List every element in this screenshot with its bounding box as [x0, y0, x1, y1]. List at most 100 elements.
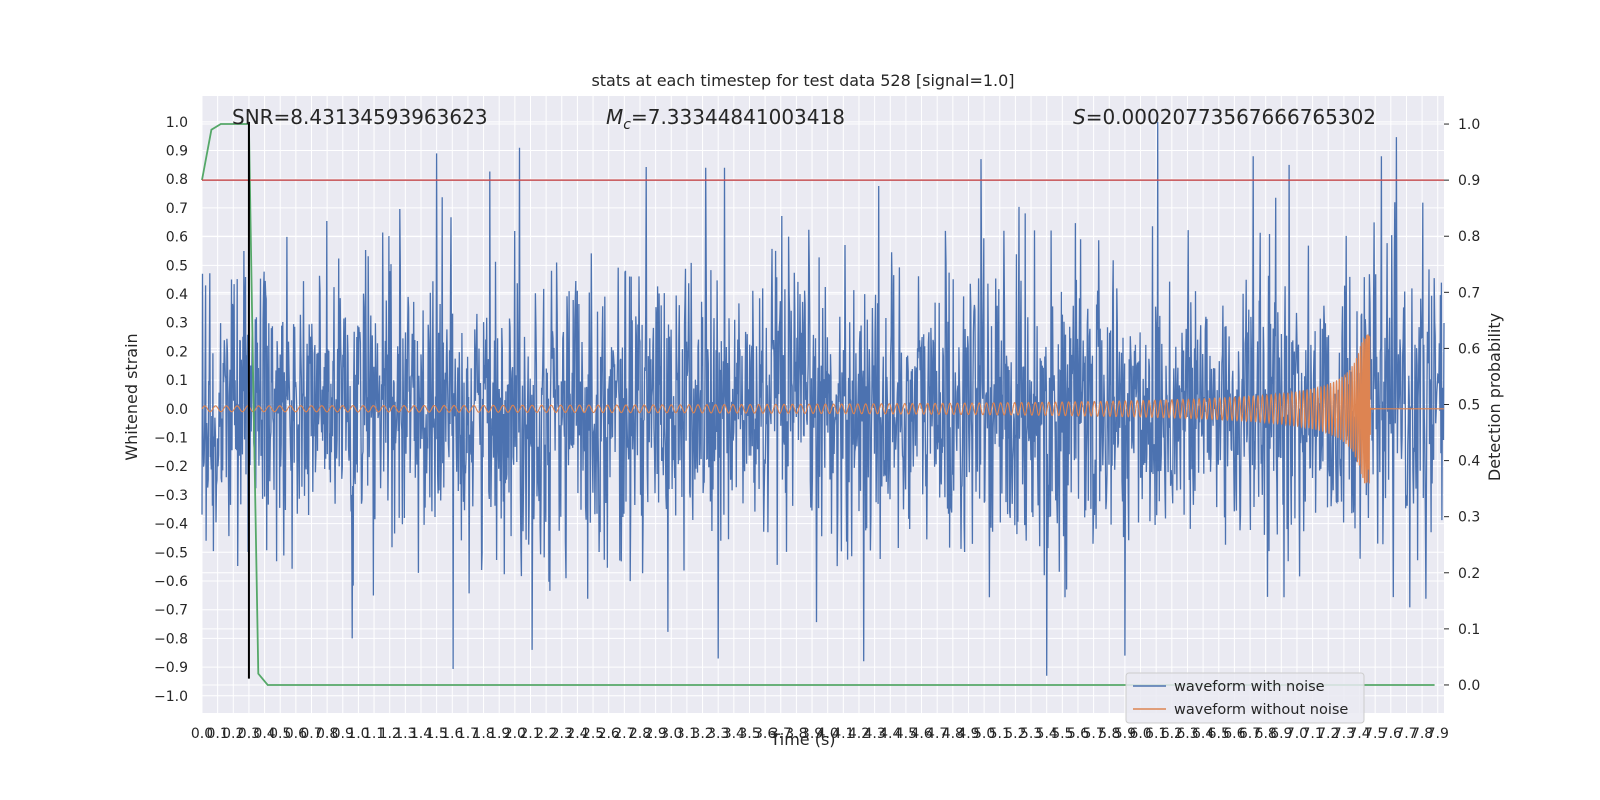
x-tick-label: 2.9 — [644, 726, 666, 742]
x-tick-label: 7.2 — [1317, 726, 1339, 742]
y-tick-label: 0.9 — [166, 144, 188, 160]
x-tick-label: 6.8 — [1255, 726, 1277, 742]
x-tick-label: 4.4 — [879, 726, 901, 742]
y-tick-label: 0.6 — [166, 230, 188, 246]
mc-subscript: c — [623, 117, 631, 133]
x-tick-label: 4.5 — [895, 726, 917, 742]
x-tick-label: 2.3 — [551, 726, 573, 742]
y-tick-label: −0.7 — [154, 603, 188, 619]
series-waveform-without-noise — [201, 334, 1444, 484]
legend-label-clean: waveform without noise — [1174, 702, 1348, 718]
y-axis-ticks: 1.0 0.9 0.8 0.7 0.6 0.5 0.4 0.3 0.2 0.1 0.0 −0.1 −0.… — [154, 115, 188, 705]
x-tick-label: 3.9 — [801, 726, 823, 742]
x-tick-label: 6.6 — [1223, 726, 1245, 742]
y2-tick-label: 1.0 — [1458, 117, 1480, 133]
y-tick-label: 0.5 — [166, 258, 188, 274]
x-tick-label: 0.5 — [269, 726, 291, 742]
x-tick-label: 0.9 — [332, 726, 354, 742]
y-tick-label: 0.0 — [166, 402, 188, 418]
x-tick-label: 5.2 — [1004, 726, 1026, 742]
x-tick-label: 7.0 — [1286, 726, 1308, 742]
x-tick-label: 4.3 — [863, 726, 885, 742]
x-tick-label: 2.6 — [598, 726, 620, 742]
chart-title: stats at each timestep for test data 528… — [591, 71, 1014, 90]
x-tick-label: 2.7 — [613, 726, 635, 742]
x-axis-ticks: 0.00.10.20.30.40.50.60.70.80.91.01.11.21… — [191, 726, 1449, 742]
y-tick-label: −0.1 — [154, 431, 188, 447]
y-tick-label: −0.2 — [154, 459, 188, 475]
x-tick-label: 0.3 — [238, 726, 260, 742]
x-tick-label: 6.0 — [1129, 726, 1151, 742]
x-tick-label: 3.2 — [691, 726, 713, 742]
s-annotation: S=0.00020773567666765302 — [1073, 105, 1376, 129]
x-tick-label: 5.6 — [1067, 726, 1089, 742]
x-tick-label: 7.5 — [1364, 726, 1386, 742]
x-tick-label: 3.4 — [723, 726, 745, 742]
snr-annotation: SNR=8.43134593963623 — [232, 105, 488, 129]
x-tick-label: 5.8 — [1098, 726, 1120, 742]
y2-tick-label: 0.8 — [1458, 229, 1480, 245]
x-tick-label: 5.1 — [989, 726, 1011, 742]
x-tick-label: 5.3 — [1020, 726, 1042, 742]
x-tick-label: 1.7 — [457, 726, 479, 742]
x-tick-label: 4.0 — [817, 726, 839, 742]
s-symbol: S — [1073, 105, 1086, 129]
x-tick-label: 3.0 — [660, 726, 682, 742]
x-tick-label: 0.6 — [285, 726, 307, 742]
y-tick-label: 0.4 — [166, 287, 188, 303]
y-axis-label: Whitened strain — [122, 333, 141, 460]
y2-tick-label: 0.5 — [1458, 398, 1480, 414]
legend: waveform with noise waveform without noi… — [1125, 672, 1365, 724]
y-tick-label: −0.9 — [154, 660, 188, 676]
x-tick-label: 0.7 — [300, 726, 322, 742]
x-tick-label: 6.7 — [1239, 726, 1261, 742]
x-tick-label: 1.2 — [379, 726, 401, 742]
x-tick-label: 7.4 — [1348, 726, 1370, 742]
x-tick-label: 1.6 — [441, 726, 463, 742]
x-tick-label: 5.9 — [1114, 726, 1136, 742]
x-tick-label: 5.5 — [1051, 726, 1073, 742]
x-tick-label: 3.5 — [738, 726, 760, 742]
x-tick-label: 0.1 — [207, 726, 229, 742]
x-tick-label: 4.9 — [957, 726, 979, 742]
x-tick-label: 7.3 — [1333, 726, 1355, 742]
x-tick-label: 6.2 — [1161, 726, 1183, 742]
x-tick-label: 4.1 — [832, 726, 854, 742]
x-tick-label: 1.1 — [363, 726, 385, 742]
x-tick-label: 3.6 — [754, 726, 776, 742]
y-tick-label: 0.7 — [166, 201, 188, 217]
overlay-lines — [201, 121, 1444, 686]
x-tick-label: 5.7 — [1082, 726, 1104, 742]
x-tick-label: 0.0 — [191, 726, 213, 742]
y-tick-label: 0.1 — [166, 373, 188, 389]
noise-path — [201, 121, 1445, 676]
mc-symbol: M — [606, 105, 623, 129]
y-tick-label: −0.5 — [154, 545, 188, 561]
y-tick-label: 0.2 — [166, 344, 188, 360]
y2-tick-label: 0.6 — [1458, 341, 1480, 357]
x-tick-label: 2.8 — [629, 726, 651, 742]
x-tick-label: 4.7 — [926, 726, 948, 742]
legend-label-noise: waveform with noise — [1174, 679, 1325, 695]
y2-tick-label: 0.0 — [1458, 678, 1480, 694]
y-tick-label: 0.3 — [166, 316, 188, 332]
x-tick-label: 1.4 — [410, 726, 432, 742]
x-tick-label: 2.1 — [519, 726, 541, 742]
x-tick-label: 6.5 — [1208, 726, 1230, 742]
x-tick-label: 0.4 — [253, 726, 275, 742]
x-tick-label: 7.6 — [1380, 726, 1402, 742]
x-tick-label: 7.8 — [1411, 726, 1433, 742]
x-tick-label: 3.7 — [770, 726, 792, 742]
x-tick-label: 1.8 — [472, 726, 494, 742]
x-tick-label: 6.1 — [1145, 726, 1167, 742]
x-tick-label: 6.3 — [1176, 726, 1198, 742]
x-tick-label: 6.4 — [1192, 726, 1214, 742]
x-tick-label: 3.8 — [785, 726, 807, 742]
y2-tick-label: 0.3 — [1458, 510, 1480, 526]
x-tick-label: 7.7 — [1395, 726, 1417, 742]
x-tick-label: 3.3 — [707, 726, 729, 742]
y2-tick-label: 0.9 — [1458, 173, 1480, 189]
x-tick-label: 7.9 — [1427, 726, 1449, 742]
x-tick-label: 5.4 — [1036, 726, 1058, 742]
